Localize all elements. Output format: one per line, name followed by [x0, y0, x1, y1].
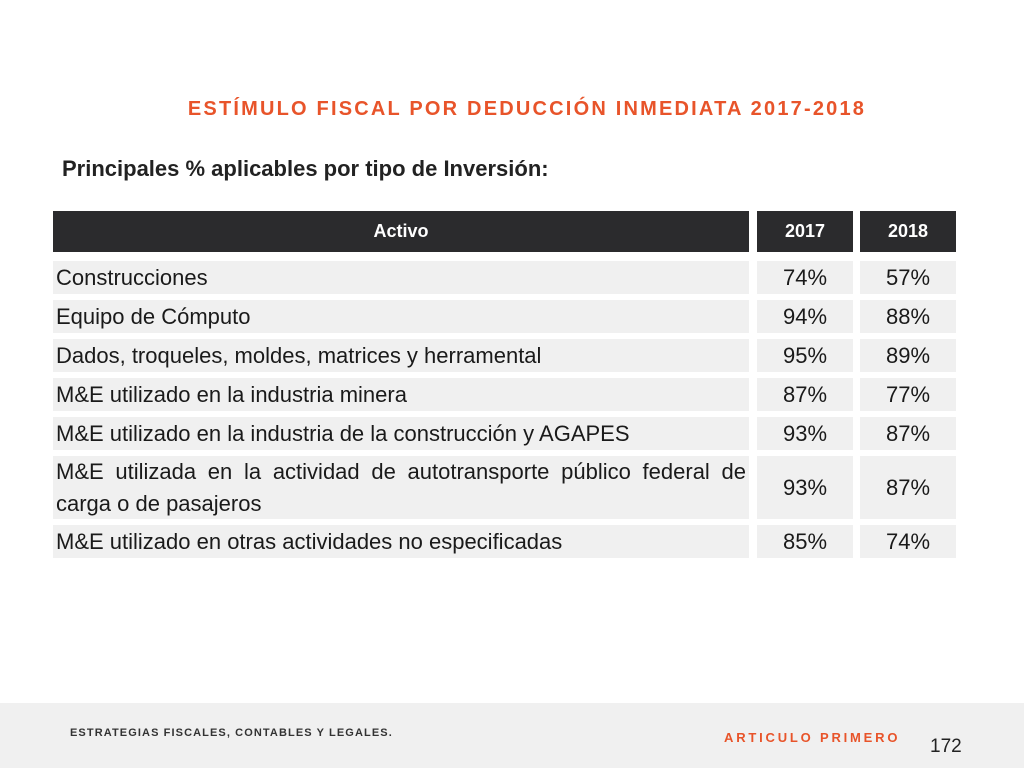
footer-company-text: ESTRATEGIAS FISCALES, CONTABLES Y LEGALE… — [70, 727, 393, 739]
cell-2018: 87% — [860, 417, 956, 450]
slide-title: ESTÍMULO FISCAL POR DEDUCCIÓN INMEDIATA … — [187, 98, 867, 120]
cell-2017: 95% — [757, 339, 853, 372]
table-row: M&E utilizado en otras actividades no es… — [53, 525, 956, 558]
cell-2017: 74% — [757, 261, 853, 294]
cell-2017: 93% — [757, 417, 853, 450]
percentages-table: Activo 2017 2018 Construcciones 74% 57% … — [53, 211, 956, 564]
cell-2018: 89% — [860, 339, 956, 372]
table-row: Dados, troqueles, moldes, matrices y her… — [53, 339, 956, 372]
cell-2017: 85% — [757, 525, 853, 558]
header-2017: 2017 — [757, 211, 853, 252]
slide-subtitle: Principales % aplicables por tipo de Inv… — [62, 156, 549, 181]
cell-2018: 87% — [860, 456, 956, 519]
header-2018: 2018 — [860, 211, 956, 252]
cell-2018: 74% — [860, 525, 956, 558]
table-row: M&E utilizada en la actividad de autotra… — [53, 456, 956, 519]
cell-activo: M&E utilizado en la industria minera — [53, 378, 749, 411]
cell-activo: Construcciones — [53, 261, 749, 294]
table-row: M&E utilizado en la industria minera 87%… — [53, 378, 956, 411]
cell-2018: 88% — [860, 300, 956, 333]
table-header-row: Activo 2017 2018 — [53, 211, 956, 252]
cell-activo: Equipo de Cómputo — [53, 300, 749, 333]
page-number: 172 — [930, 736, 962, 757]
cell-2017: 94% — [757, 300, 853, 333]
cell-2018: 57% — [860, 261, 956, 294]
cell-activo: M&E utilizado en otras actividades no es… — [53, 525, 749, 558]
cell-activo-text: M&E utilizada en la actividad de autotra… — [56, 458, 746, 516]
table-row: M&E utilizado en la industria de la cons… — [53, 417, 956, 450]
cell-activo: Dados, troqueles, moldes, matrices y her… — [53, 339, 749, 372]
cell-2017: 93% — [757, 456, 853, 519]
cell-activo: M&E utilizada en la actividad de autotra… — [53, 456, 749, 519]
cell-2017: 87% — [757, 378, 853, 411]
footer-section-label: ARTICULO PRIMERO — [724, 730, 901, 745]
cell-activo: M&E utilizado en la industria de la cons… — [53, 417, 749, 450]
cell-2018: 77% — [860, 378, 956, 411]
table-row: Construcciones 74% 57% — [53, 261, 956, 294]
table-row: Equipo de Cómputo 94% 88% — [53, 300, 956, 333]
footer-bar: ESTRATEGIAS FISCALES, CONTABLES Y LEGALE… — [0, 703, 1024, 768]
header-activo: Activo — [53, 211, 749, 252]
